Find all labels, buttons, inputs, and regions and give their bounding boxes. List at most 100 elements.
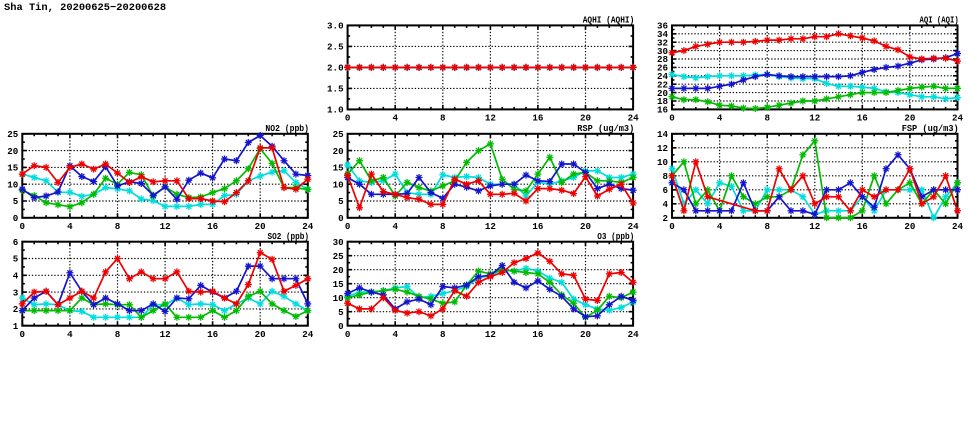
svg-text:4: 4 <box>67 221 73 232</box>
svg-text:16: 16 <box>857 113 868 124</box>
svg-text:24: 24 <box>302 221 314 232</box>
svg-text:4: 4 <box>717 113 723 124</box>
svg-text:8: 8 <box>440 113 446 124</box>
svg-text:10: 10 <box>333 293 344 304</box>
svg-text:2: 2 <box>662 213 668 224</box>
svg-text:8: 8 <box>115 221 121 232</box>
svg-text:O3 (ppb): O3 (ppb) <box>597 231 634 242</box>
svg-text:20: 20 <box>580 113 591 124</box>
svg-text:16: 16 <box>207 221 218 232</box>
svg-text:20: 20 <box>904 113 915 124</box>
svg-text:16: 16 <box>532 329 543 340</box>
svg-text:30: 30 <box>657 46 668 57</box>
svg-text:12: 12 <box>485 221 496 232</box>
svg-text:12: 12 <box>809 113 820 124</box>
svg-text:25: 25 <box>7 129 19 140</box>
svg-text:NO2 (ppb): NO2 (ppb) <box>265 123 309 134</box>
svg-text:12: 12 <box>160 221 171 232</box>
svg-text:12: 12 <box>657 143 668 154</box>
svg-text:15: 15 <box>333 279 345 290</box>
svg-text:8: 8 <box>440 329 446 340</box>
svg-text:SO2 (ppb): SO2 (ppb) <box>268 231 310 242</box>
svg-text:16: 16 <box>657 105 668 116</box>
svg-text:36: 36 <box>657 21 668 32</box>
svg-text:4: 4 <box>392 113 398 124</box>
svg-text:RSP (ug/m3): RSP (ug/m3) <box>577 123 634 134</box>
svg-text:25: 25 <box>333 129 345 140</box>
svg-text:20: 20 <box>7 146 18 157</box>
svg-text:8: 8 <box>440 221 446 232</box>
svg-text:20: 20 <box>904 221 915 232</box>
svg-text:22: 22 <box>657 79 668 90</box>
svg-text:26: 26 <box>657 63 668 74</box>
svg-text:30: 30 <box>333 237 344 248</box>
svg-text:4: 4 <box>662 199 668 210</box>
svg-text:2: 2 <box>13 304 19 315</box>
svg-text:15: 15 <box>7 163 19 174</box>
svg-text:32: 32 <box>657 37 668 48</box>
svg-text:5: 5 <box>13 254 19 265</box>
svg-text:4: 4 <box>392 329 398 340</box>
svg-text:1.0: 1.0 <box>327 105 344 116</box>
svg-text:12: 12 <box>809 221 820 232</box>
svg-text:5: 5 <box>338 307 344 318</box>
svg-text:1.5: 1.5 <box>327 84 344 95</box>
svg-text:12: 12 <box>485 329 496 340</box>
svg-text:5: 5 <box>13 196 19 207</box>
svg-text:34: 34 <box>657 29 669 40</box>
svg-text:25: 25 <box>333 251 345 262</box>
svg-text:2.0: 2.0 <box>327 63 344 74</box>
svg-text:16: 16 <box>532 221 543 232</box>
svg-text:16: 16 <box>207 329 218 340</box>
svg-text:14: 14 <box>657 129 669 140</box>
svg-text:4: 4 <box>67 329 73 340</box>
svg-text:24: 24 <box>952 221 964 232</box>
svg-text:0: 0 <box>669 113 675 124</box>
svg-text:20: 20 <box>580 221 591 232</box>
svg-text:FSP (ug/m3): FSP (ug/m3) <box>902 123 959 134</box>
svg-text:0: 0 <box>345 329 351 340</box>
svg-text:8: 8 <box>662 171 668 182</box>
svg-text:0: 0 <box>13 213 19 224</box>
svg-text:12: 12 <box>485 113 496 124</box>
svg-text:6: 6 <box>662 185 668 196</box>
svg-text:AQHI (AQHI): AQHI (AQHI) <box>583 15 635 26</box>
svg-text:10: 10 <box>7 179 18 190</box>
svg-text:4: 4 <box>13 271 19 282</box>
svg-text:5: 5 <box>338 196 344 207</box>
svg-text:24: 24 <box>952 113 964 124</box>
svg-text:12: 12 <box>160 329 171 340</box>
svg-text:10: 10 <box>333 179 344 190</box>
svg-text:8: 8 <box>115 329 121 340</box>
svg-text:0: 0 <box>345 113 351 124</box>
svg-text:4: 4 <box>392 221 398 232</box>
svg-text:0: 0 <box>20 221 26 232</box>
svg-text:24: 24 <box>302 329 314 340</box>
svg-text:20: 20 <box>657 88 668 99</box>
svg-text:3.0: 3.0 <box>327 21 344 32</box>
svg-text:2.5: 2.5 <box>327 42 344 53</box>
svg-text:15: 15 <box>333 163 345 174</box>
svg-text:28: 28 <box>657 54 669 65</box>
svg-text:24: 24 <box>628 113 640 124</box>
svg-text:0: 0 <box>20 329 26 340</box>
svg-text:0: 0 <box>345 221 351 232</box>
svg-text:0: 0 <box>338 321 344 332</box>
svg-text:6: 6 <box>13 237 19 248</box>
svg-text:16: 16 <box>532 113 543 124</box>
svg-text:4: 4 <box>717 221 723 232</box>
svg-text:0: 0 <box>338 213 344 224</box>
svg-text:20: 20 <box>333 265 344 276</box>
svg-text:AQI (AQI): AQI (AQI) <box>920 15 959 26</box>
svg-text:20: 20 <box>580 329 591 340</box>
svg-text:8: 8 <box>764 113 770 124</box>
svg-text:24: 24 <box>628 221 640 232</box>
svg-text:18: 18 <box>657 96 669 107</box>
svg-text:24: 24 <box>628 329 640 340</box>
svg-text:20: 20 <box>333 146 344 157</box>
svg-text:20: 20 <box>255 221 266 232</box>
svg-text:1: 1 <box>13 321 19 332</box>
svg-text:10: 10 <box>657 157 668 168</box>
svg-text:3: 3 <box>13 287 19 298</box>
svg-text:20: 20 <box>255 329 266 340</box>
